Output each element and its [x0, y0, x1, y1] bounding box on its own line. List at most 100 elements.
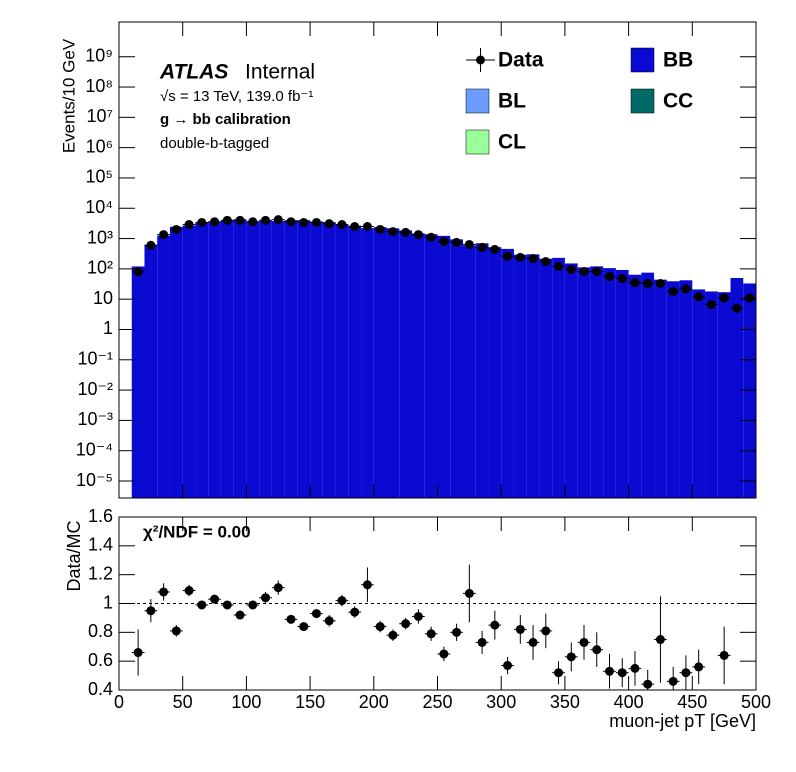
data-point — [373, 224, 387, 234]
data-point — [501, 251, 514, 261]
data-point — [386, 227, 400, 237]
marker — [719, 293, 729, 303]
data-point — [144, 240, 158, 250]
histogram-bar — [335, 224, 349, 498]
x-tick-label: 250 — [422, 692, 452, 712]
y-tick-label: 10⁴ — [85, 197, 113, 217]
data-point — [615, 274, 629, 284]
marker — [655, 278, 665, 288]
histogram-bar — [526, 254, 540, 498]
data-point — [208, 217, 221, 227]
data-point — [412, 230, 425, 240]
marker — [375, 224, 385, 234]
y-tick-label: 1.4 — [88, 535, 113, 555]
data-point — [322, 219, 336, 229]
y-tick-label: 10⁻⁵ — [76, 470, 113, 490]
histogram-bar — [603, 268, 616, 498]
marker — [184, 220, 194, 230]
histogram-bar — [399, 230, 413, 498]
data-point — [590, 266, 604, 276]
marker — [732, 303, 742, 313]
experiment-label: ATLAS — [159, 61, 228, 84]
marker — [706, 299, 716, 309]
y-axis-label: Events/10 GeV — [59, 38, 78, 153]
histogram-bar — [628, 274, 642, 498]
legend-label: Data — [498, 49, 544, 72]
marker — [439, 237, 449, 247]
data-point — [654, 278, 667, 288]
data-point — [564, 265, 578, 275]
histogram-bar — [144, 244, 158, 498]
data-point — [692, 292, 706, 302]
data-point — [361, 222, 374, 232]
marker — [745, 293, 755, 303]
histogram-bar — [373, 227, 387, 498]
y-tick-label: 1 — [103, 592, 113, 612]
y-tick-label: 0.6 — [88, 650, 113, 670]
marker — [528, 253, 538, 263]
histogram-bar — [208, 222, 221, 498]
marker — [350, 222, 360, 232]
marker — [197, 217, 207, 227]
histogram-bar — [577, 267, 591, 498]
marker — [643, 278, 653, 288]
histogram-bar — [246, 221, 260, 498]
histogram-bar — [233, 219, 247, 498]
marker — [566, 265, 576, 275]
data-point — [577, 266, 591, 276]
y-tick-label: 0.8 — [88, 621, 113, 641]
histogram-bar — [386, 228, 400, 498]
plot-area — [131, 215, 756, 498]
marker — [362, 222, 372, 232]
x-tick-label: 350 — [550, 692, 580, 712]
marker — [668, 286, 678, 296]
x-tick-label: 500 — [741, 692, 771, 712]
y-tick-label: 10⁻³ — [77, 409, 113, 429]
data-point — [424, 232, 438, 242]
marker — [477, 242, 487, 252]
data-point — [513, 252, 527, 262]
histogram-bar — [539, 258, 553, 498]
histogram-bar — [475, 243, 489, 498]
data-point — [259, 215, 272, 225]
ratio-y-axis-label: Data/MC — [64, 520, 84, 591]
legend-swatch — [630, 88, 655, 114]
histogram-bar — [590, 266, 604, 498]
histogram-bar — [615, 269, 629, 498]
histogram-bar — [424, 234, 438, 498]
status-label: Internal — [245, 61, 315, 84]
data-point — [348, 222, 362, 232]
data-point — [246, 217, 260, 227]
histogram-bar — [437, 235, 451, 498]
marker — [146, 240, 156, 250]
marker — [273, 215, 283, 225]
y-tick-label: 10⁻⁴ — [76, 439, 113, 459]
legend-swatch — [465, 88, 490, 114]
histogram-bar — [462, 245, 476, 498]
y-tick-label: 10⁷ — [86, 106, 113, 126]
x-tick-label: 100 — [231, 692, 261, 712]
chi2-annotation: χ²/NDF = 0.00 — [143, 522, 251, 541]
histogram-bar — [195, 222, 209, 498]
marker — [248, 217, 258, 227]
data-point — [335, 220, 349, 230]
x-tick-label: 150 — [295, 692, 325, 712]
x-tick-label: 400 — [614, 692, 644, 712]
marker — [235, 215, 245, 225]
data-point — [310, 217, 323, 227]
data-point — [603, 272, 616, 282]
y-tick-label: 10⁶ — [86, 136, 113, 156]
marker — [401, 227, 411, 237]
data-point — [705, 299, 718, 309]
data-point — [743, 293, 756, 303]
histogram-bar — [730, 277, 744, 498]
marker — [337, 220, 347, 230]
histogram-bar — [310, 221, 323, 498]
data-point — [284, 217, 298, 227]
data-point — [437, 237, 451, 247]
x-tick-label: 450 — [677, 692, 707, 712]
y-tick-label: 1.2 — [88, 563, 113, 583]
legend-label: BL — [498, 90, 526, 113]
legend-swatch — [630, 47, 655, 73]
histogram-bar — [182, 225, 196, 498]
